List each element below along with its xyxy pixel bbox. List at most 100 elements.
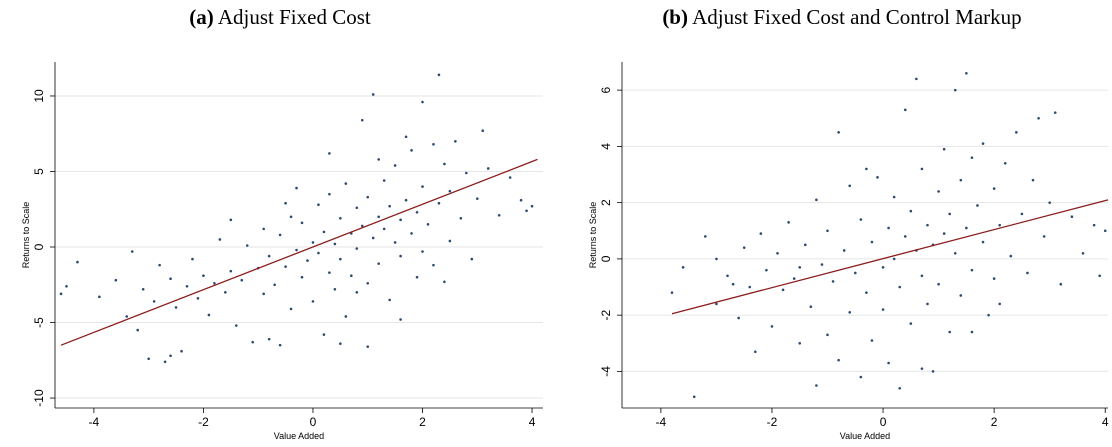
point xyxy=(859,375,863,379)
point xyxy=(909,209,913,213)
point xyxy=(169,354,172,358)
point xyxy=(715,257,718,261)
point xyxy=(470,257,474,261)
point xyxy=(865,167,868,171)
x-axis-label: Value Added xyxy=(840,431,890,441)
point xyxy=(815,384,818,387)
point xyxy=(339,217,342,220)
point xyxy=(1098,274,1101,278)
point xyxy=(465,171,468,175)
point xyxy=(903,235,907,238)
point xyxy=(953,88,957,92)
point xyxy=(322,230,326,234)
point xyxy=(681,266,685,269)
point xyxy=(942,232,946,235)
point xyxy=(202,274,205,278)
point xyxy=(970,268,974,272)
point xyxy=(125,315,129,318)
point xyxy=(859,218,863,221)
point xyxy=(1020,212,1024,216)
point xyxy=(366,281,370,285)
y-tick-label: -4 xyxy=(599,366,613,377)
point xyxy=(459,217,463,220)
point xyxy=(937,190,940,193)
point xyxy=(382,227,386,231)
point xyxy=(892,257,896,261)
point xyxy=(399,218,402,222)
point xyxy=(377,215,380,219)
point xyxy=(726,274,729,278)
x-tick-label: -4 xyxy=(89,415,100,429)
point xyxy=(909,322,913,325)
point xyxy=(826,229,829,233)
point xyxy=(803,243,807,247)
point xyxy=(278,233,282,237)
point xyxy=(1031,178,1035,182)
point xyxy=(920,367,924,370)
point xyxy=(525,209,528,213)
point xyxy=(798,342,802,345)
point xyxy=(339,257,342,261)
point xyxy=(289,307,293,311)
point xyxy=(809,305,813,309)
point xyxy=(317,203,320,207)
point xyxy=(152,300,156,303)
point xyxy=(366,345,370,348)
point xyxy=(421,185,424,188)
point xyxy=(970,330,974,334)
point xyxy=(870,339,874,342)
point xyxy=(848,184,852,188)
title-text: Adjust Fixed Cost and Control Markup xyxy=(692,5,1022,29)
point xyxy=(295,248,298,252)
point xyxy=(311,241,315,244)
point xyxy=(136,328,140,332)
point xyxy=(937,282,940,286)
point xyxy=(837,358,840,362)
point xyxy=(1015,131,1018,134)
point xyxy=(169,277,172,281)
x-tick-label: 2 xyxy=(991,415,998,429)
point xyxy=(870,240,874,244)
point xyxy=(229,218,233,222)
point xyxy=(421,250,424,253)
point xyxy=(1081,251,1085,255)
panel: (b) Adjust Fixed Cost and Control Markup… xyxy=(588,5,1109,441)
point xyxy=(448,239,452,243)
point xyxy=(915,77,918,81)
point xyxy=(393,241,397,244)
point xyxy=(981,240,985,244)
point xyxy=(976,204,979,207)
point xyxy=(278,343,282,347)
point xyxy=(410,149,413,152)
point xyxy=(765,268,768,272)
point xyxy=(481,129,485,133)
point xyxy=(987,313,990,317)
y-tick-label: 0 xyxy=(599,255,613,262)
point xyxy=(887,361,890,365)
point xyxy=(300,275,304,279)
x-tick-label: -4 xyxy=(656,415,667,429)
x-tick-label: -2 xyxy=(767,415,778,429)
point xyxy=(881,266,885,269)
point xyxy=(306,259,309,262)
point xyxy=(328,192,331,196)
y-tick-label: -2 xyxy=(599,310,613,321)
point xyxy=(1037,116,1040,120)
point xyxy=(1003,161,1007,165)
point xyxy=(355,206,359,210)
point xyxy=(234,324,238,327)
point xyxy=(926,223,929,227)
point xyxy=(820,263,824,266)
point xyxy=(333,242,337,246)
point xyxy=(196,297,200,300)
point xyxy=(399,254,402,258)
point xyxy=(992,187,996,190)
point xyxy=(399,318,402,321)
point xyxy=(262,227,265,231)
point xyxy=(328,271,331,274)
point xyxy=(892,195,896,199)
point xyxy=(163,360,167,364)
point xyxy=(1103,229,1107,233)
point xyxy=(1026,271,1029,275)
y-tick-label: 6 xyxy=(599,86,613,93)
